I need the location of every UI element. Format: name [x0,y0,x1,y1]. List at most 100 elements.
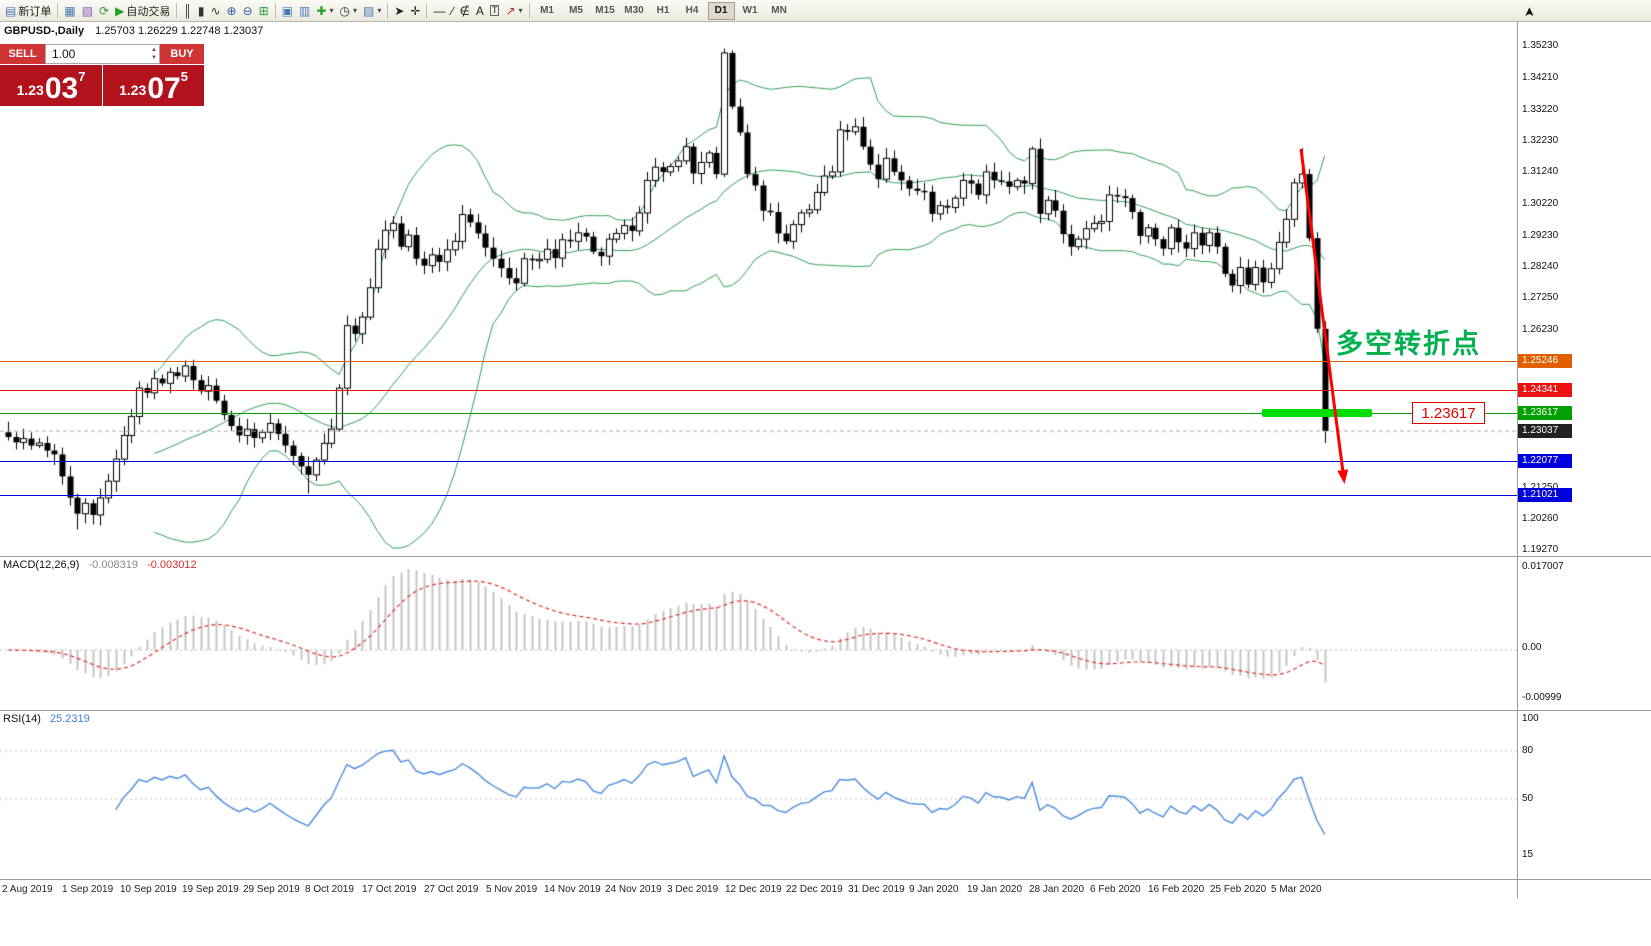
zoom-in-button[interactable]: ⊕ [224,2,240,20]
date-label: 8 Oct 2019 [305,884,354,895]
chart-window-icon: ▦ [64,3,76,18]
fibonacci-icon: ∉ [459,3,470,18]
cursor-icon: ➤ [394,3,405,18]
bar-chart-icon: ║ [183,3,192,18]
date-label: 31 Dec 2019 [848,884,905,895]
date-label: 22 Dec 2019 [786,884,843,895]
pane-separator-rsi-dates [0,879,1651,880]
timeframe-H1[interactable]: H1 [656,4,670,16]
rsi-axis-label: 80 [1522,745,1534,756]
chart-canvas[interactable] [0,22,1517,880]
new-order-button-label: 新订单 [18,5,52,18]
tile-windows-button[interactable]: ▣ [279,2,296,20]
price-tag-1.25246: 1.25246 [1518,354,1572,369]
clock-icon: ◷ [339,3,350,18]
price-tag-1.24341: 1.24341 [1518,382,1572,397]
cascade-windows-button[interactable]: ▥ [296,2,313,20]
date-label: 10 Sep 2019 [120,884,177,895]
timeframe-M15[interactable]: M15 [595,4,615,16]
buy-price-pips: 07 [147,72,181,105]
line-chart-button[interactable]: ∿ [207,2,223,20]
sell-price-panel[interactable]: 1.23 03 7 [0,65,102,106]
rsi-axis-label: 100 [1522,713,1539,724]
support-zone-highlight[interactable] [1262,409,1372,417]
new-order-button[interactable]: ▤ 新订单 [2,2,54,20]
pane-separator-main-macd[interactable] [0,556,1651,557]
autotrading-button-label: 自动交易 [126,5,171,18]
macd-axis-label: -0.00999 [1522,692,1562,703]
price-scale[interactable]: 1.35230 1.34210 1.33220 1.32230 1.31240 1.302… [1517,22,1651,880]
volume-down-button[interactable]: ▼ [151,55,157,61]
horizontal-line-button[interactable]: — [430,2,448,20]
refresh-icon: ⟳ [99,3,110,18]
dropdown-caret-icon: ▾ [377,6,382,15]
new-chart-button[interactable]: ✚ ▾ [313,2,336,20]
timeframe-D1[interactable]: D1 [707,1,735,20]
timeframe-MN[interactable]: MN [771,4,787,16]
charts-toggle-button[interactable]: ▦ [61,2,78,20]
buy-button[interactable]: BUY [160,44,204,64]
macd-axis-label: 0.017007 [1522,561,1564,572]
zoom-out-button[interactable]: ⊖ [240,2,256,20]
date-label: 1 Sep 2019 [62,884,114,895]
refresh-button[interactable]: ⟳ [96,2,112,20]
autotrading-button[interactable]: ▶ 自动交易 [112,2,173,20]
horizontal-line-1.23617[interactable] [0,413,1517,414]
toolbar-separator [57,3,59,18]
buy-price-panel[interactable]: 1.23 07 5 [103,65,204,106]
horizontal-line-icon: — [433,3,446,18]
horizontal-line-1.22077[interactable] [0,461,1517,462]
pivot-annotation-text[interactable]: 多空转折点 [1336,329,1481,359]
fibonacci-button[interactable]: ∉ [456,2,472,20]
grid-button[interactable]: ⊞ [256,2,272,20]
timeframe-W1[interactable]: W1 [742,4,758,16]
cursor-button[interactable]: ➤ [391,2,407,20]
date-label: 14 Nov 2019 [544,884,601,895]
price-tag-1.21021: 1.21021 [1518,487,1572,502]
timeframe-M5[interactable]: M5 [569,4,583,16]
date-label: 25 Feb 2020 [1210,884,1267,895]
crosshair-button[interactable]: ✛ [407,2,423,20]
tile-windows-icon: ▣ [281,3,294,18]
horizontal-line-1.21021[interactable] [0,495,1517,496]
price-callout-label[interactable]: 1.23617 [1412,402,1485,424]
text-label-button[interactable]: T [487,2,503,20]
cascade-windows-icon: ▥ [299,3,311,18]
periods-button[interactable]: ◷ ▾ [336,2,360,20]
horizontal-line-1.24341[interactable] [0,390,1517,391]
horizontal-line-1.25246[interactable] [0,361,1517,362]
buy-price-point: 5 [180,69,188,84]
timeframe-M30[interactable]: M30 [624,4,644,16]
ohlc-header: GBPUSD-,Daily 1.25703 1.26229 1.22748 1.… [4,25,263,37]
one-click-trading-panel: SELL 1.00 ▲ ▼ BUY 1.23 03 7 1.23 07 5 [0,44,204,106]
arrows-button[interactable]: ↗ ▾ [502,2,525,20]
date-label: 19 Sep 2019 [182,884,239,895]
candlestick-chart-button[interactable]: ▮ [195,2,208,20]
volume-field[interactable]: 1.00 ▲ ▼ [45,44,160,64]
bar-chart-button[interactable]: ║ [180,2,195,20]
sell-price-point: 7 [78,69,86,84]
volume-up-button[interactable]: ▲ [151,47,157,53]
zoom-in-icon: ⊕ [226,3,237,18]
rsi-value: 25.2319 [49,713,90,725]
templates-button[interactable]: ▨ ▾ [360,2,384,20]
date-label: 6 Feb 2020 [1090,884,1141,895]
price-scale-label: 1.35230 [1522,40,1559,52]
pane-separator-macd-rsi[interactable] [0,710,1651,711]
timeframe-M1[interactable]: M1 [540,4,554,16]
autotrading-play-icon: ▶ [115,3,125,18]
timeframe-H4[interactable]: H4 [685,4,699,16]
new-chart-icon: ✚ [316,3,327,18]
date-axis[interactable]: 2 Aug 2019 1 Sep 2019 10 Sep 2019 19 Sep 20… [0,880,1517,900]
downtrend-arrow[interactable] [0,22,1517,880]
macd-axis-label: 0.00 [1522,642,1542,653]
line-chart-icon: ∿ [210,3,221,18]
text-icon: A [475,3,484,18]
rsi-axis-label: 15 [1522,849,1534,860]
price-scale-label: 1.34210 [1522,72,1559,84]
new-order-icon: ▤ [5,3,17,18]
text-button[interactable]: A [473,2,487,20]
profiles-button[interactable]: ▧ [79,2,96,20]
trendline-button[interactable]: ∕ [448,2,456,20]
sell-button[interactable]: SELL [0,44,45,64]
